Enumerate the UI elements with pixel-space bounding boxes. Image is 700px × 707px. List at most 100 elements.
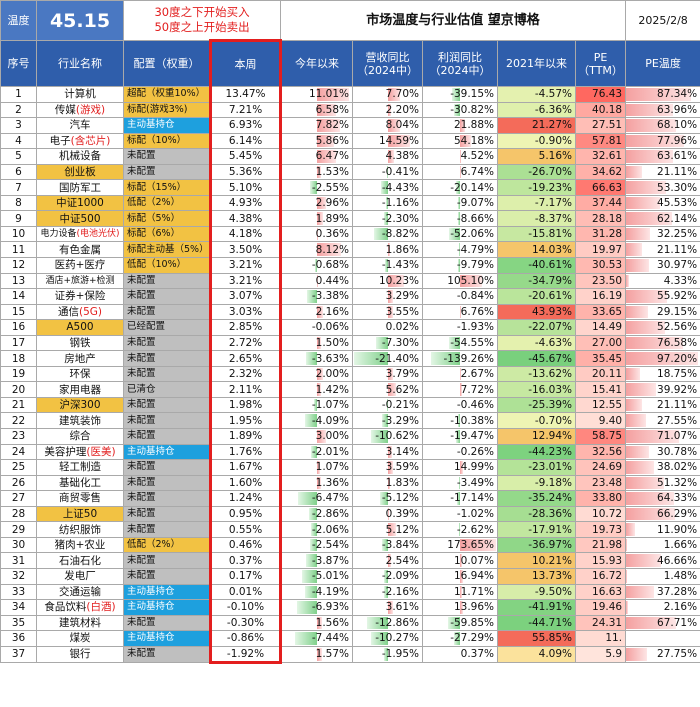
pe-temperature-value: 64.33% — [657, 492, 698, 505]
industry-name-text: A500 — [66, 321, 94, 334]
pe-temperature: 30.78% — [625, 443, 700, 461]
since-2021: -22.07% — [497, 319, 577, 336]
ytd-change-value: 1.42% — [315, 383, 350, 396]
config-cell: 标配（15%） — [123, 179, 211, 196]
row-no: 2 — [0, 101, 37, 119]
pe-temperature-bar — [626, 181, 666, 194]
since-2021: -4.63% — [497, 334, 577, 352]
industry-name: 基础化工 — [36, 474, 124, 492]
ytd-change-bar — [308, 507, 318, 521]
ytd-change-bar — [295, 632, 318, 645]
industry-name-text: 国防军工 — [59, 181, 101, 194]
temp-value: 45.15 — [36, 0, 124, 41]
profit-yoy-value: 14.99% — [453, 461, 495, 474]
table-row: 33 交通运输 主动基持仓 0.01% -4.19% -2.16% 11.71% -9.50%… — [0, 583, 700, 601]
ytd-change: -0.06% — [280, 319, 354, 336]
ytd-change-value: -4.09% — [311, 414, 350, 427]
pe-temperature: 27.55% — [625, 412, 700, 430]
pe-temperature: 30.97% — [625, 257, 700, 274]
profit-yoy: 11.71% — [422, 583, 499, 601]
pe-temperature-value: 21.11% — [657, 243, 698, 256]
revenue-yoy-bar — [367, 616, 388, 630]
since-2021: -23.01% — [497, 459, 577, 476]
ytd-change-bar — [317, 274, 319, 288]
industry-name: 银行 — [36, 645, 124, 663]
profit-yoy: -3.49% — [422, 474, 499, 492]
profit-yoy-value: -1.02% — [456, 508, 495, 521]
table-row: 20 家用电器 已清仓 2.11% 1.42% 5.62% 7.72% -16.03% 15.4… — [0, 381, 700, 398]
pe-temperature-value: 27.75% — [657, 648, 698, 661]
config-cell: 未配置 — [123, 303, 211, 321]
profit-yoy: -39.15% — [422, 86, 499, 103]
pe-ttm: 31.28 — [575, 225, 627, 243]
revenue-yoy-value: -2.09% — [381, 570, 420, 583]
profit-yoy-bar — [460, 305, 462, 319]
revenue-yoy-value: 8.04% — [385, 119, 420, 132]
row-no: 20 — [0, 381, 37, 398]
industry-name: 发电厂 — [36, 567, 124, 585]
config-cell: 主动基持仓 — [123, 630, 211, 647]
revenue-yoy-bar — [385, 196, 388, 210]
pe-temperature-bar — [626, 352, 698, 365]
pe-temperature-bar — [626, 461, 655, 474]
revenue-yoy: 3.61% — [352, 599, 424, 616]
pe-temperature-value: 67.71% — [657, 616, 698, 629]
ytd-change-value: 1.07% — [315, 461, 350, 474]
ytd-change-bar — [315, 259, 318, 272]
industry-name: 通信(5G) — [36, 303, 124, 321]
profit-yoy-bar — [447, 616, 461, 630]
industry-name: 中证1000 — [36, 194, 124, 212]
row-no: 30 — [0, 536, 37, 554]
week-change: 1.98% — [208, 396, 283, 414]
pe-temperature-bar — [626, 259, 649, 272]
pe-temperature-bar — [626, 492, 674, 505]
since-2021: -44.23% — [497, 443, 577, 461]
profit-yoy-value: 10.07% — [453, 554, 495, 567]
revenue-yoy-value: -3.29% — [381, 414, 420, 427]
since-2021: -15.81% — [497, 225, 577, 243]
ytd-change-bar — [305, 414, 318, 428]
revenue-yoy-bar — [379, 492, 388, 505]
col-pe: PE（TTM） — [575, 40, 627, 87]
ytd-change-value: -1.07% — [311, 399, 350, 412]
week-change: 5.36% — [208, 163, 283, 181]
industry-name: A500 — [36, 319, 124, 336]
revenue-yoy: -21.40% — [352, 350, 424, 367]
pe-temperature-bar — [626, 367, 640, 381]
ytd-change-bar — [317, 227, 319, 241]
pe-temperature: 63.61% — [625, 148, 700, 165]
since-2021: 43.93% — [497, 303, 577, 321]
pe-temperature-value: 63.61% — [657, 150, 698, 163]
pe-temperature-bar — [626, 601, 628, 614]
ytd-change: 2.96% — [280, 194, 354, 212]
ytd-change-bar — [317, 243, 341, 257]
config-cell: 未配置 — [123, 505, 211, 523]
ytd-change-value: 1.57% — [315, 648, 350, 661]
industry-name: 石油石化 — [36, 552, 124, 569]
pe-ttm: 32.56 — [575, 443, 627, 461]
revenue-yoy-bar — [387, 507, 389, 521]
row-no: 3 — [0, 117, 37, 134]
profit-yoy: -30.82% — [422, 101, 499, 119]
row-no: 4 — [0, 132, 37, 150]
industry-name: 中证500 — [36, 210, 124, 227]
revenue-yoy-value: -3.84% — [381, 539, 420, 552]
table-row: 8 中证1000 低配（2%） 4.93% 2.96% -1.16% -9.07% -7.17… — [0, 194, 700, 212]
pe-temperature-value: 39.92% — [657, 383, 698, 396]
rule-text: 30度之下开始买入 50度之上开始卖出 — [122, 0, 282, 41]
row-no: 15 — [0, 303, 37, 321]
revenue-yoy-bar — [373, 227, 388, 241]
page-title: 市场温度与行业估值 望京博格 — [280, 0, 627, 41]
since-2021: -0.70% — [497, 412, 577, 430]
profit-yoy-value: -27.29% — [450, 632, 495, 645]
profit-yoy-value: -9.07% — [456, 197, 495, 210]
industry-name-text: 轻工制造 — [59, 461, 101, 474]
industry-name: 有色金属 — [36, 241, 124, 259]
week-change: 1.95% — [208, 412, 283, 430]
config-cell: 主动基持仓 — [123, 117, 211, 134]
pe-temperature-bar — [626, 585, 654, 599]
revenue-yoy: -1.95% — [352, 645, 424, 663]
week-change: 5.45% — [208, 148, 283, 165]
industry-name-text: 基础化工 — [59, 476, 101, 489]
ytd-change-bar — [309, 181, 318, 194]
